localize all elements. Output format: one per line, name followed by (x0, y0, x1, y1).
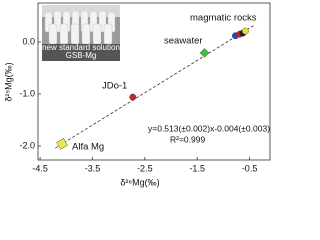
inset-caption: GSB-Mg (66, 51, 97, 60)
plot-frame (37, 2, 271, 161)
point (199, 48, 210, 58)
chart: new standard solution GSB-Mg δ²⁶Mg(‰) δ²… (3, 2, 271, 187)
x-tick-label: -3.5 (85, 163, 101, 173)
y-axis-label: δ²⁵Mg(‰) (3, 62, 13, 101)
inset-photo (42, 5, 120, 61)
y-tick-label: -1.0 (19, 88, 35, 98)
equation: y=0.513(±0.002)x-0.004(±0.003) (148, 123, 270, 133)
point (56, 138, 68, 150)
point (241, 27, 249, 35)
x-axis-label: δ²⁶Mg(‰) (120, 177, 159, 187)
x-tick-label: -4.5 (32, 163, 48, 173)
r-squared: R²=0.999 (170, 134, 205, 144)
inset-caption: new standard solution (42, 43, 120, 52)
annotation: magmatic rocks (190, 13, 257, 24)
x-tick-label: -1.5 (189, 163, 205, 173)
point (129, 93, 137, 101)
annotation: Alfa Mg (72, 142, 104, 153)
x-tick-label: -2.5 (137, 163, 153, 173)
x-tick-label: -0.5 (242, 163, 258, 173)
y-tick-label: -2.0 (19, 140, 35, 150)
annotation: seawater (164, 36, 203, 47)
y-tick-label: 0.0 (22, 36, 35, 46)
fit-line (55, 24, 256, 149)
annotation: JDo-1 (102, 81, 127, 92)
